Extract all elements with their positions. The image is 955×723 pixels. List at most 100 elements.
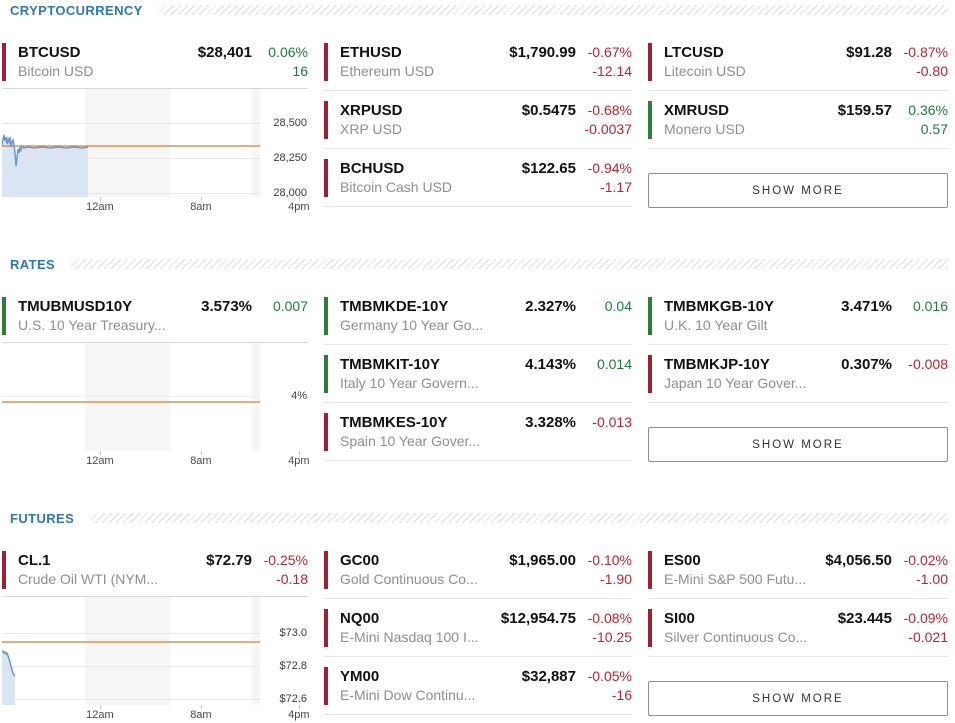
instrument-name: Crude Oil WTI (NYM... xyxy=(18,571,159,587)
instrument-name: XRP USD xyxy=(340,121,402,137)
section-title: CRYPTOCURRENCY xyxy=(10,2,143,18)
quote-row[interactable]: TMBMKES-10Y Spain 10 Year Gover... 3.328… xyxy=(324,403,632,461)
price: $159.57 xyxy=(837,102,892,119)
quote-row[interactable]: BCHUSD Bitcoin Cash USD $122.65 -0.94% -… xyxy=(324,149,632,207)
section-header: FUTURES xyxy=(2,510,948,526)
ticker-symbol: NQ00 xyxy=(340,610,380,627)
axis-tick xyxy=(99,451,101,455)
ticker-symbol: TMBMKIT-10Y xyxy=(340,356,441,373)
quote-row[interactable]: TMBMKJP-10Y Japan 10 Year Gover... 0.307… xyxy=(648,345,948,403)
gridline xyxy=(2,666,260,667)
section-cryptocurrency: CRYPTOCURRENCY BTCUSD Bitcoin USD $28,40… xyxy=(2,3,948,215)
section-columns: TMUBMUSD10Y U.S. 10 Year Treasury... 3.5… xyxy=(2,295,948,469)
x-axis-label: 12am xyxy=(86,709,114,721)
session-band xyxy=(84,89,170,197)
change-amount: -12.14 xyxy=(592,63,632,79)
quote-row[interactable]: NQ00 E-Mini Nasdaq 100 I... $12,954.75 -… xyxy=(324,599,632,657)
quote-row[interactable]: ETHUSD Ethereum USD $1,790.99 -0.67% -12… xyxy=(324,41,632,91)
change-amount: -0.021 xyxy=(908,629,948,645)
instrument-name: Ethereum USD xyxy=(340,63,435,79)
instrument-name: Japan 10 Year Gover... xyxy=(664,375,807,391)
ticker-symbol: YM00 xyxy=(340,668,380,685)
change-percent: -0.67% xyxy=(587,44,632,60)
quote-row[interactable]: YM00 E-Mini Dow Continu... $32,887 -0.05… xyxy=(324,657,632,715)
price: $28,401 xyxy=(197,44,252,61)
quote-row[interactable]: TMUBMUSD10Y U.S. 10 Year Treasury... 3.5… xyxy=(2,295,308,335)
change-amount: 0.007 xyxy=(272,298,308,314)
y-axis-label: 28,000 xyxy=(273,187,307,199)
price: 3.471% xyxy=(841,298,892,315)
show-more-button[interactable]: SHOW MORE xyxy=(648,427,948,462)
instrument-name: Silver Continuous Co... xyxy=(664,629,808,645)
quote-row[interactable]: TMBMKDE-10Y Germany 10 Year Go... 2.327%… xyxy=(324,295,632,345)
featured-quote-card[interactable]: BTCUSD Bitcoin USD $28,401 0.06% 16 xyxy=(2,41,310,215)
price: $23.445 xyxy=(837,610,892,627)
price: 3.328% xyxy=(525,414,576,431)
price: $72.79 xyxy=(206,552,252,569)
change-percent: -0.10% xyxy=(587,552,632,568)
price-chart: 28,500 28,250 28,000 12am 8am 4pm xyxy=(2,88,310,215)
quote-row[interactable]: SI00 Silver Continuous Co... $23.445 -0.… xyxy=(648,599,948,657)
instrument-name: U.S. 10 Year Treasury... xyxy=(18,317,166,333)
y-axis-label: $72.6 xyxy=(279,693,307,705)
price: 3.573% xyxy=(201,298,252,315)
price: 2.327% xyxy=(525,298,576,315)
decorative-stripes xyxy=(90,513,948,523)
instrument-name: U.K. 10 Year Gilt xyxy=(664,317,768,333)
chart-plot xyxy=(2,343,260,451)
featured-quote-card[interactable]: TMUBMUSD10Y U.S. 10 Year Treasury... 3.5… xyxy=(2,295,310,469)
quote-list-column: GC00 Gold Continuous Co... $1,965.00 -0.… xyxy=(324,549,632,723)
ticker-symbol: TMBMKJP-10Y xyxy=(664,356,770,373)
instrument-name: Germany 10 Year Go... xyxy=(340,317,484,333)
quote-row[interactable]: GC00 Gold Continuous Co... $1,965.00 -0.… xyxy=(324,549,632,599)
ticker-symbol: TMUBMUSD10Y xyxy=(18,298,133,315)
change-amount: -0.18 xyxy=(276,571,308,587)
session-band xyxy=(252,597,260,705)
change-amount: 0.016 xyxy=(912,298,948,314)
session-band xyxy=(84,597,170,705)
ticker-symbol: XRPUSD xyxy=(340,102,403,119)
x-axis-label: 12am xyxy=(86,455,114,467)
change-amount: -0.008 xyxy=(908,356,948,372)
y-axis-label: 4% xyxy=(291,390,307,402)
ticker-symbol: BCHUSD xyxy=(340,160,405,177)
instrument-name: E-Mini S&P 500 Futu... xyxy=(664,571,807,587)
instrument-name: Italy 10 Year Govern... xyxy=(340,375,479,391)
featured-quote-card[interactable]: CL.1 Crude Oil WTI (NYM... $72.79 -0.25%… xyxy=(2,549,310,723)
quote-row[interactable]: LTCUSD Litecoin USD $91.28 -0.87% -0.80 xyxy=(648,41,948,91)
change-percent: -0.87% xyxy=(903,44,948,60)
ticker-symbol: SI00 xyxy=(664,610,695,627)
price: $91.28 xyxy=(846,44,892,61)
price: $12,954.75 xyxy=(500,610,576,627)
axis-tick xyxy=(200,705,202,709)
show-more-button[interactable]: SHOW MORE xyxy=(648,681,948,716)
instrument-name: Gold Continuous Co... xyxy=(340,571,478,587)
section-columns: BTCUSD Bitcoin USD $28,401 0.06% 16 xyxy=(2,41,948,215)
ticker-symbol: XMRUSD xyxy=(664,102,730,119)
price-chart: $73.0 $72.8 $72.6 12am 8am 4pm xyxy=(2,596,310,723)
quote-row[interactable]: CL.1 Crude Oil WTI (NYM... $72.79 -0.25%… xyxy=(2,549,308,589)
decorative-stripes xyxy=(158,5,948,15)
change-percent: -0.02% xyxy=(903,552,948,568)
quote-row[interactable]: XRPUSD XRP USD $0.5475 -0.68% -0.0037 xyxy=(324,91,632,149)
ticker-symbol: BTCUSD xyxy=(18,44,81,61)
x-axis-label: 8am xyxy=(190,455,212,467)
session-band xyxy=(252,89,260,197)
quote-row[interactable]: XMRUSD Monero USD $159.57 0.36% 0.57 xyxy=(648,91,948,149)
change-amount: -1.17 xyxy=(600,179,632,195)
show-more-button[interactable]: SHOW MORE xyxy=(648,173,948,208)
quote-row[interactable]: ES00 E-Mini S&P 500 Futu... $4,056.50 -0… xyxy=(648,549,948,599)
session-band xyxy=(84,343,170,451)
quote-row[interactable]: BTCUSD Bitcoin USD $28,401 0.06% 16 xyxy=(2,41,308,81)
quote-list-column: ETHUSD Ethereum USD $1,790.99 -0.67% -12… xyxy=(324,41,632,215)
ticker-symbol: LTCUSD xyxy=(664,44,724,61)
decorative-stripes xyxy=(71,259,948,269)
quote-row[interactable]: TMBMKGB-10Y U.K. 10 Year Gilt 3.471% 0.0… xyxy=(648,295,948,345)
section-title: FUTURES xyxy=(10,510,75,526)
y-axis-label: $73.0 xyxy=(279,627,307,639)
gridline xyxy=(2,123,260,124)
change-percent: 0.06% xyxy=(268,44,308,60)
price: $122.65 xyxy=(521,160,576,177)
quote-row[interactable]: TMBMKIT-10Y Italy 10 Year Govern... 4.14… xyxy=(324,345,632,403)
